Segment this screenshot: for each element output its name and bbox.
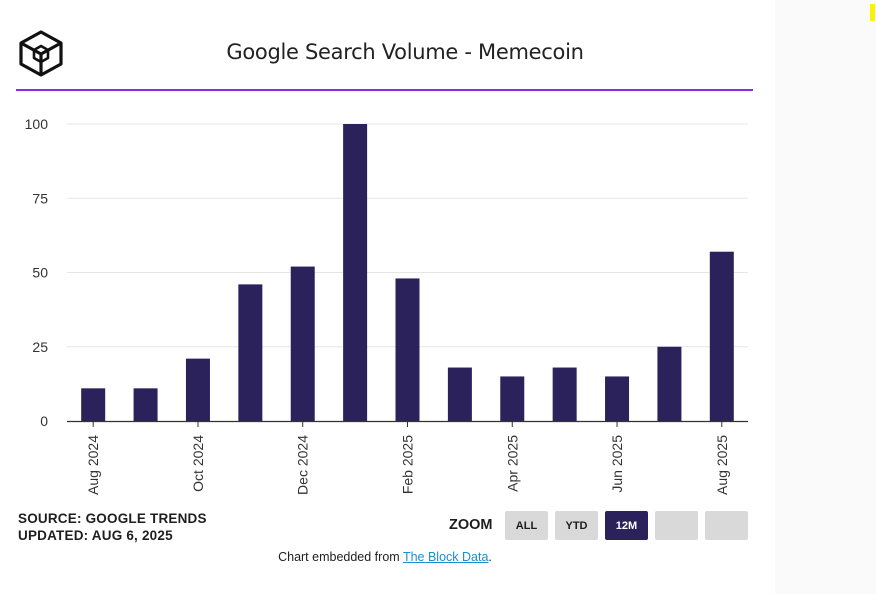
- zoom-all-button[interactable]: ALL: [505, 511, 548, 540]
- zoom-blank-button-1[interactable]: [655, 511, 698, 540]
- bar-chart: 0 25 50 75 100 Aug 2024 Oct 2024 Dec 2024 Feb 20…: [25, 116, 748, 495]
- bar: [290, 266, 315, 421]
- bar: [185, 358, 210, 421]
- x-tick-label: Aug 2025: [714, 435, 730, 495]
- bar: [447, 367, 472, 421]
- bar: [500, 376, 525, 421]
- highlight-marker: [870, 4, 875, 21]
- y-tick-label: 100: [25, 116, 49, 132]
- y-tick-label: 25: [32, 339, 48, 355]
- embed-suffix: .: [488, 550, 492, 564]
- bar: [343, 124, 368, 421]
- zoom-blank-button-2[interactable]: [705, 511, 748, 540]
- zoom-ytd-button[interactable]: YTD: [555, 511, 598, 540]
- updated-text: UPDATED: AUG 6, 2025: [18, 528, 173, 543]
- x-tick-label: Oct 2024: [190, 435, 206, 492]
- bar: [605, 376, 630, 421]
- zoom-label: ZOOM: [449, 517, 493, 533]
- chart-title: Google Search Volume - Memecoin: [226, 40, 584, 64]
- title-divider: [16, 89, 753, 91]
- side-strip: [775, 0, 876, 594]
- x-tick-label: Apr 2025: [504, 435, 520, 492]
- x-tick-label: Feb 2025: [400, 435, 416, 494]
- y-tick-label: 75: [32, 190, 48, 206]
- bar: [395, 278, 420, 421]
- source-text: SOURCE: GOOGLE TRENDS: [18, 511, 207, 526]
- bar: [238, 284, 263, 421]
- x-tick-label: Dec 2024: [295, 435, 311, 495]
- x-tick-label: Aug 2024: [85, 435, 101, 495]
- bar: [709, 251, 734, 421]
- embed-note: Chart embedded from The Block Data.: [0, 550, 770, 564]
- y-tick-label: 0: [40, 413, 48, 429]
- bar: [552, 367, 577, 421]
- the-block-data-link[interactable]: The Block Data: [402, 550, 489, 564]
- y-tick-label: 50: [32, 265, 48, 281]
- zoom-12m-button[interactable]: 12M: [605, 511, 648, 540]
- x-tick-label: Jun 2025: [609, 435, 625, 493]
- chart-panel: [0, 0, 775, 594]
- bar: [657, 346, 682, 421]
- bar: [133, 388, 158, 421]
- source-block: SOURCE: GOOGLE TRENDS UPDATED: AUG 6, 20…: [18, 510, 207, 544]
- bar: [81, 388, 106, 421]
- embed-prefix: Chart embedded from: [278, 550, 403, 564]
- the-block-logo-icon: [19, 30, 63, 77]
